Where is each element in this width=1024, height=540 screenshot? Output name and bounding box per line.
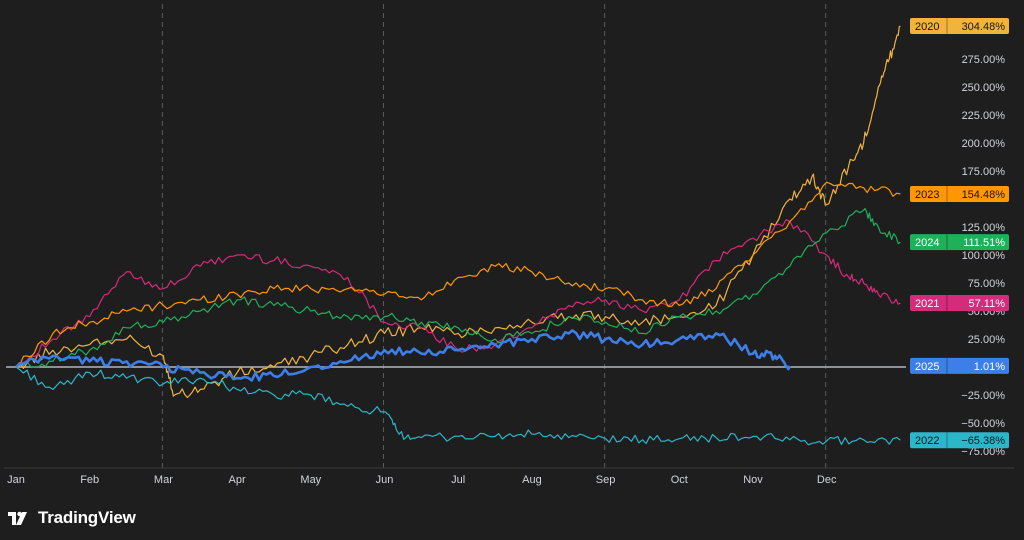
y-tick-label: 100.00% — [962, 250, 1006, 262]
x-tick-label: Jun — [376, 474, 394, 486]
value-tag-value: 1.01% — [974, 361, 1005, 373]
value-tag-bg — [910, 234, 1009, 251]
value-tag-2022: 2022 −65.38% — [910, 432, 1009, 449]
series-value-tags: 2020 304.48% 2021 57.11% 2022 −65.38% 2023 154.… — [910, 18, 1009, 449]
y-tick-label: −25.00% — [961, 390, 1005, 402]
y-tick-label: −50.00% — [961, 418, 1005, 430]
grid-lines — [4, 4, 1014, 469]
x-tick-label: Jul — [451, 474, 465, 486]
value-tag-value: 111.51% — [963, 237, 1005, 249]
value-tag-2020: 2020 304.48% — [910, 18, 1009, 34]
series-line-2024 — [15, 207, 901, 368]
x-tick-label: Sep — [596, 474, 616, 486]
x-tick-label: Apr — [229, 474, 246, 486]
series-lines — [15, 25, 901, 446]
y-tick-label: 175.00% — [962, 166, 1006, 178]
value-tag-year: 2021 — [915, 298, 939, 310]
x-axis-ticks: Jan Feb Mar Apr May Jun Jul Aug Sep Oct Nov Dec — [7, 474, 837, 486]
tradingview-logo-icon — [8, 511, 27, 525]
y-tick-label: 250.00% — [962, 82, 1006, 94]
y-axis-ticks: 275.00% 250.00% 225.00% 200.00% 175.00% 125.0… — [961, 54, 1005, 458]
value-tag-value: 154.48% — [962, 189, 1006, 201]
y-tick-label: 225.00% — [962, 110, 1006, 122]
series-line-2021 — [15, 219, 901, 368]
tradingview-brand: TradingView — [8, 507, 136, 529]
series-line-2020 — [15, 25, 901, 399]
value-tag-year: 2023 — [915, 189, 939, 201]
x-tick-label: Oct — [671, 474, 688, 486]
x-tick-label: May — [300, 474, 321, 486]
y-tick-label: 200.00% — [962, 138, 1006, 150]
x-tick-label: Nov — [743, 474, 763, 486]
value-tag-year: 2025 — [915, 361, 939, 373]
y-tick-label: 75.00% — [968, 278, 1006, 290]
value-tag-2023: 2023 154.48% — [910, 185, 1009, 202]
value-tag-2021: 2021 57.11% — [910, 295, 1009, 312]
x-tick-label: Mar — [154, 474, 173, 486]
value-tag-2024: 2024 111.51% — [910, 234, 1009, 251]
value-tag-year: 2024 — [915, 237, 939, 249]
value-tag-bg — [910, 295, 1009, 312]
x-tick-label: Jan — [7, 474, 25, 486]
series-line-2025 — [15, 329, 792, 382]
y-tick-label: −75.00% — [961, 446, 1005, 458]
series-line-2022 — [15, 366, 901, 446]
value-tag-value: 304.48% — [962, 21, 1006, 33]
y-tick-label: 25.00% — [968, 334, 1006, 346]
value-tag-bg — [910, 185, 1009, 202]
y-tick-label: 125.00% — [962, 222, 1006, 234]
x-tick-label: Aug — [522, 474, 542, 486]
value-tag-bg — [910, 432, 1009, 449]
x-tick-label: Dec — [817, 474, 837, 486]
value-tag-year: 2022 — [915, 435, 939, 447]
value-tag-year: 2020 — [915, 21, 939, 33]
x-tick-label: Feb — [80, 474, 99, 486]
value-tag-bg — [910, 18, 1009, 34]
brand-name: TradingView — [38, 508, 136, 527]
value-tag-bg — [910, 357, 1009, 374]
series-line-2023 — [15, 181, 901, 368]
value-tag-value: −65.38% — [961, 435, 1005, 447]
value-tag-2025: 2025 1.01% — [910, 357, 1009, 374]
value-tag-value: 57.11% — [969, 298, 1006, 310]
y-tick-label: 275.00% — [962, 54, 1006, 66]
